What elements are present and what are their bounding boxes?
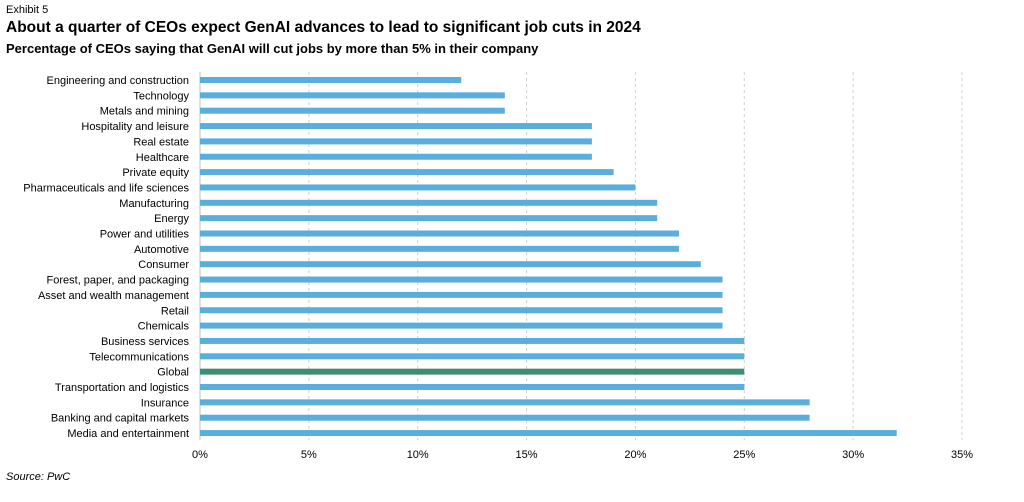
x-tick-label: 15% — [516, 449, 538, 461]
category-label: Telecommunications — [89, 351, 189, 363]
bar — [200, 123, 592, 130]
category-label: Business services — [101, 336, 190, 348]
bar — [200, 291, 723, 298]
bar — [200, 276, 723, 283]
category-labels: Engineering and construction Technology Me… — [23, 75, 189, 440]
x-tick-label: 35% — [951, 449, 973, 461]
category-label: Hospitality and leisure — [81, 121, 189, 133]
bar — [200, 138, 592, 145]
category-label: Forest, paper, and packaging — [47, 275, 189, 287]
source-note: Source: PwC — [6, 471, 71, 483]
category-label: Banking and capital markets — [51, 413, 190, 425]
category-label: Metals and mining — [100, 106, 189, 118]
bar — [200, 245, 679, 252]
bar — [200, 169, 614, 176]
gridlines — [199, 72, 963, 440]
category-label: Real estate — [133, 136, 189, 148]
category-label: Consumer — [138, 259, 189, 271]
category-label: Healthcare — [136, 152, 189, 164]
bar — [200, 399, 810, 406]
x-tick-label: 0% — [192, 449, 208, 461]
category-label: Private equity — [122, 167, 189, 179]
category-label: Power and utilities — [100, 229, 190, 241]
category-label: Global — [157, 367, 189, 379]
bar — [200, 414, 810, 421]
bar — [200, 199, 658, 206]
bar — [200, 261, 701, 268]
bar — [200, 322, 723, 329]
category-label: Manufacturing — [119, 198, 189, 210]
bar — [200, 353, 745, 360]
chart-title: About a quarter of CEOs expect GenAI adv… — [6, 19, 641, 36]
bar — [200, 230, 679, 237]
x-axis-tick-labels: 0% 5% 10% 15% 20% 25% 30% 35% — [192, 449, 973, 461]
category-label: Pharmaceuticals and life sciences — [23, 182, 189, 194]
category-label: Energy — [154, 213, 189, 225]
category-label: Automotive — [134, 244, 189, 256]
x-tick-label: 20% — [624, 449, 646, 461]
exhibit-label: Exhibit 5 — [6, 4, 49, 16]
bar — [200, 384, 745, 390]
category-label: Insurance — [141, 397, 189, 409]
category-label: Asset and wealth management — [38, 290, 189, 302]
bar — [200, 430, 897, 437]
bar — [200, 307, 723, 314]
bar — [200, 337, 745, 344]
bar — [200, 92, 505, 99]
category-label: Retail — [161, 305, 189, 317]
bar-highlight — [200, 368, 745, 375]
category-label: Engineering and construction — [47, 75, 189, 87]
bar — [200, 215, 658, 222]
bar — [200, 184, 636, 191]
bars — [200, 77, 897, 437]
x-tick-label: 5% — [301, 449, 317, 461]
category-label: Media and entertainment — [67, 428, 189, 440]
chart-subtitle: Percentage of CEOs saying that GenAI wil… — [6, 41, 539, 56]
category-label: Technology — [133, 90, 189, 102]
bar — [200, 153, 592, 160]
category-label: Chemicals — [138, 321, 190, 333]
x-tick-label: 30% — [842, 449, 864, 461]
bar — [200, 77, 462, 83]
x-tick-label: 10% — [407, 449, 429, 461]
x-tick-label: 25% — [733, 449, 755, 461]
category-label: Transportation and logistics — [55, 382, 190, 394]
bar — [200, 107, 505, 114]
